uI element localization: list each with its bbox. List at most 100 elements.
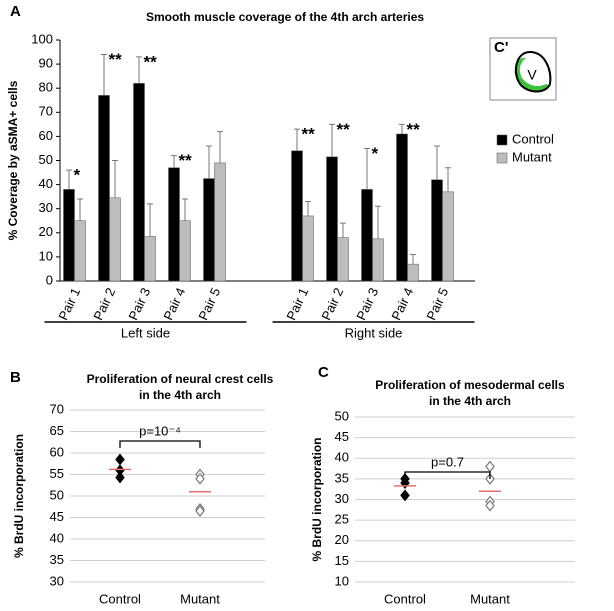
chart-title: in the 4th arch <box>429 394 511 408</box>
error-bar <box>217 131 223 163</box>
bar <box>407 263 419 282</box>
legend-label: Control <box>512 131 554 146</box>
y-axis-label: % BrdU incorporation <box>12 434 26 558</box>
annotation: p=10⁻⁴ <box>139 423 181 438</box>
y-tick-label: 70 <box>50 401 64 416</box>
y-tick-label: 30 <box>335 491 349 506</box>
error-bar <box>112 160 118 198</box>
x-tick-label: Pair 5 <box>423 285 451 322</box>
chart-title: in the 4th arch <box>139 388 221 402</box>
bar <box>337 237 349 282</box>
y-tick-label: 25 <box>335 512 349 527</box>
bar <box>442 191 454 282</box>
panel-label: A <box>10 3 21 20</box>
error-bar <box>434 145 440 180</box>
y-tick-label: 80 <box>39 80 53 95</box>
y-tick-label: 10 <box>39 248 53 263</box>
point <box>485 499 495 512</box>
error-bar <box>399 123 405 134</box>
error-bar <box>77 198 83 221</box>
inset-label: C' <box>494 39 508 56</box>
inset-green <box>514 58 550 92</box>
y-tick-label: 50 <box>335 408 349 423</box>
legend-swatch <box>496 152 508 164</box>
annotation: p=0.7 <box>431 454 464 469</box>
significance: ** <box>179 151 193 170</box>
error-bar <box>410 253 416 265</box>
y-tick-label: 35 <box>50 552 64 567</box>
point <box>115 471 125 484</box>
chart-title: Proliferation of neural crest cells <box>87 372 274 386</box>
y-tick-label: 20 <box>39 224 53 239</box>
error-bar <box>364 147 370 190</box>
bracket <box>119 440 201 448</box>
bar <box>214 162 226 282</box>
y-tick-label: 30 <box>50 573 64 588</box>
bar <box>63 189 75 282</box>
y-tick-label: 15 <box>335 553 349 568</box>
bar <box>179 220 191 282</box>
y-tick-label: 20 <box>335 532 349 547</box>
point <box>195 505 205 518</box>
significance: * <box>74 166 81 185</box>
bar <box>109 197 121 282</box>
significance: ** <box>337 120 351 139</box>
y-tick-label: 90 <box>39 56 53 71</box>
y-tick-label: 10 <box>335 573 349 588</box>
y-tick-label: 50 <box>39 152 53 167</box>
x-tick-label: Mutant <box>470 591 510 606</box>
significance: ** <box>302 125 316 144</box>
x-tick-label: Pair 5 <box>195 285 223 322</box>
error-bar <box>445 167 451 192</box>
error-bar <box>182 198 188 221</box>
x-tick-label: Control <box>384 591 426 606</box>
bar <box>203 178 215 282</box>
y-tick-label: 55 <box>50 466 64 481</box>
bar <box>74 220 86 282</box>
y-axis-label: % Coverage by aSMA+ cells <box>6 80 20 240</box>
error-bar <box>305 200 311 216</box>
chart-title: Proliferation of mesodermal cells <box>375 378 565 392</box>
point <box>485 460 495 473</box>
group-label: Left side <box>121 325 170 340</box>
error-bar <box>206 145 212 179</box>
bar <box>372 238 384 282</box>
significance: ** <box>144 52 158 71</box>
x-tick-label: Pair 4 <box>160 285 188 322</box>
bar <box>133 83 145 282</box>
y-tick-label: 100 <box>31 31 53 46</box>
error-bar <box>136 56 142 84</box>
significance: ** <box>109 50 123 69</box>
panel-label: C <box>318 364 329 381</box>
significance: ** <box>407 120 421 139</box>
y-tick-label: 0 <box>46 272 53 287</box>
x-tick-label: Pair 3 <box>353 285 381 322</box>
error-bar <box>294 128 300 151</box>
significance: * <box>372 144 379 163</box>
y-tick-label: 30 <box>39 200 53 215</box>
error-bar <box>340 222 346 238</box>
chart-title: Smooth muscle coverage of the 4th arch a… <box>146 10 424 24</box>
y-tick-label: 60 <box>50 444 64 459</box>
x-tick-label: Pair 4 <box>388 285 416 322</box>
error-bar <box>66 169 72 190</box>
bar <box>144 236 156 282</box>
x-tick-label: Pair 1 <box>55 285 83 322</box>
legend-label: Mutant <box>512 149 552 164</box>
point <box>400 489 410 502</box>
error-bar <box>375 205 381 239</box>
y-tick-label: 50 <box>50 487 64 502</box>
bar <box>302 215 314 282</box>
x-tick-label: Pair 1 <box>283 285 311 322</box>
y-tick-label: 45 <box>335 429 349 444</box>
y-tick-label: 65 <box>50 423 64 438</box>
x-tick-label: Mutant <box>180 591 220 606</box>
y-tick-label: 70 <box>39 104 53 119</box>
y-tick-label: 40 <box>335 450 349 465</box>
legend-swatch <box>496 134 508 146</box>
error-bar <box>101 53 107 96</box>
bar <box>326 156 338 282</box>
inset-outline <box>514 50 552 93</box>
group-label: Right side <box>345 325 403 340</box>
bar <box>291 150 303 282</box>
